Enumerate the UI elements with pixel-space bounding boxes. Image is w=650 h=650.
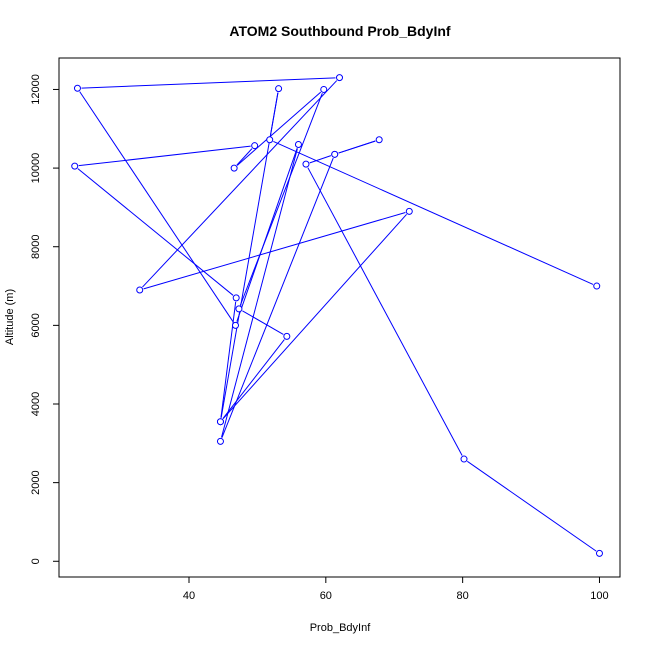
series-line-segment bbox=[81, 77, 336, 89]
data-point bbox=[302, 160, 310, 168]
y-axis: 0 2000 4000 6000 8000 10000 12000 bbox=[30, 74, 59, 564]
series-line-segment bbox=[220, 92, 279, 418]
series-line-segment bbox=[236, 148, 253, 166]
series-line-segment bbox=[269, 92, 279, 136]
series bbox=[71, 74, 603, 557]
data-point bbox=[331, 150, 339, 158]
data-point bbox=[266, 136, 274, 144]
x-axis-title: Prob_BdyInf bbox=[310, 622, 371, 634]
data-point bbox=[73, 84, 81, 92]
series-line-segment bbox=[222, 213, 407, 420]
y-tick-label: 6000 bbox=[30, 313, 42, 337]
series-line-segment bbox=[242, 310, 284, 335]
data-point bbox=[216, 437, 224, 445]
series-line-segment bbox=[307, 167, 463, 456]
series-line-segment bbox=[338, 140, 376, 154]
series-line-segment bbox=[77, 168, 234, 296]
y-axis-title: Altitude (m) bbox=[4, 289, 16, 345]
plot-frame bbox=[58, 57, 621, 578]
data-point bbox=[294, 141, 302, 148]
data-point bbox=[235, 305, 243, 313]
y-tick-label: 4000 bbox=[30, 392, 42, 416]
x-tick-label: 60 bbox=[320, 590, 332, 602]
series-line-segment bbox=[309, 155, 332, 164]
data-point bbox=[216, 418, 224, 426]
data-point bbox=[460, 455, 468, 463]
y-tick-label: 2000 bbox=[30, 470, 42, 494]
series-line-segment bbox=[273, 140, 594, 285]
y-tick-label: 8000 bbox=[30, 234, 42, 258]
series-line-segment bbox=[78, 145, 251, 167]
chart-title: ATOM2 Southbound Prob_BdyInf bbox=[229, 23, 450, 39]
series-line-segment bbox=[220, 148, 298, 438]
series-line-segment bbox=[221, 157, 334, 438]
series-line-segment bbox=[467, 460, 597, 552]
data-point bbox=[336, 74, 343, 82]
series-line-segment bbox=[220, 301, 237, 418]
data-point bbox=[230, 164, 238, 172]
series-line-segment bbox=[143, 211, 406, 290]
data-point bbox=[375, 136, 383, 144]
y-tick-label: 12000 bbox=[30, 74, 42, 105]
series-line-segment bbox=[236, 91, 322, 166]
data-point bbox=[232, 321, 240, 329]
x-tick-label: 40 bbox=[183, 590, 195, 602]
data-point bbox=[71, 162, 79, 170]
data-point bbox=[251, 142, 259, 150]
series-line-segment bbox=[239, 93, 323, 306]
data-point bbox=[232, 294, 240, 302]
data-point bbox=[595, 549, 603, 557]
data-point bbox=[283, 332, 291, 340]
series-line-segment bbox=[142, 80, 338, 288]
x-axis: 40 60 80 100 bbox=[183, 577, 609, 602]
x-tick-label: 80 bbox=[457, 590, 469, 602]
data-point bbox=[320, 85, 328, 93]
y-tick-label: 0 bbox=[30, 558, 42, 564]
data-point bbox=[136, 286, 144, 294]
data-point bbox=[405, 207, 413, 215]
series-line-segment bbox=[222, 339, 285, 419]
series-line-segment bbox=[79, 91, 234, 323]
data-point bbox=[275, 85, 283, 93]
y-tick-label: 10000 bbox=[30, 153, 42, 184]
data-point bbox=[593, 282, 601, 290]
x-tick-label: 100 bbox=[590, 590, 608, 602]
